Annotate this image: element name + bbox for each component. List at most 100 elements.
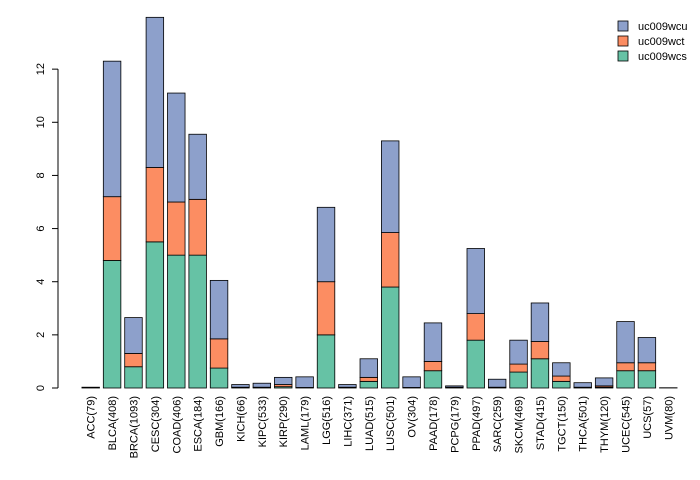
x-tick-label: TGCT(150) [556,396,568,452]
x-tick-label: OV(304) [407,396,419,438]
x-tick-label: LIHC(371) [342,396,354,447]
bar-uc009wcs [552,380,571,389]
bar-uc009wcu [381,140,400,233]
bar-uc009wcs [423,370,443,389]
x-tick-label: KIRP(290) [278,396,290,447]
x-tick-label: COAD(406) [171,396,183,453]
x-tick-label: UCEC(545) [621,396,633,453]
bar-uc009wcu [252,382,272,388]
x-tick-label: PAAD(178) [428,396,440,451]
x-tick-label: PPAD(497) [471,396,483,451]
bar-uc009wcu [530,302,550,342]
bar-uc009wcu [102,60,122,198]
legend-swatch [617,35,629,47]
bar-uc009wcu [359,358,378,378]
bar-uc009wcs [102,260,122,389]
bar-uc009wcu [552,362,571,377]
bar-uc009wct [381,232,400,288]
x-tick-label: ESCA(184) [193,396,205,452]
x-tick-label: CESC(304) [150,396,162,452]
legend-label: uc009wcu [638,21,688,33]
bar-uc009wcs [381,286,400,389]
x-tick-label: SKCM(469) [514,396,526,453]
legend-label: uc009wcs [638,51,687,63]
bar-uc009wcs [167,254,186,389]
bar-uc009wct [167,201,186,256]
bar-uc009wcu [573,382,592,388]
bar-uc009wcs [530,358,550,389]
bar-uc009wcu [231,384,250,388]
bar-uc009wcu [188,133,207,200]
bar-uc009wcu [423,322,443,362]
bar-uc009wct [423,361,443,372]
x-tick-label: THYM(120) [599,396,611,453]
bar-uc009wcs [637,370,657,389]
bar-uc009wcu [295,376,314,388]
bar-uc009wct [209,338,229,369]
bar-uc009wct [145,167,165,243]
bar-uc009wcs [124,366,143,389]
bar-uc009wcs [145,241,165,389]
x-tick-label: KIPC(533) [257,396,269,447]
y-tick-label: 0 [35,385,47,391]
bar-uc009wcu [274,376,293,385]
bar-uc009wcu [124,317,143,354]
legend-swatch [617,50,629,62]
x-tick-label: THCA(501) [578,396,590,452]
bar-uc009wct [102,196,122,261]
x-tick-label: GBM(166) [214,396,226,447]
bar-uc009wct [637,362,657,372]
x-tick-label: BLCA(408) [107,396,119,450]
x-tick-label: ACC(79) [86,396,98,439]
y-tick-label: 4 [35,279,47,285]
bar-uc009wct [552,375,571,382]
bar-uc009wct [316,281,336,336]
x-tick-label: SARC(259) [492,396,504,452]
y-tick-label: 12 [35,63,47,75]
bar-uc009wcs [616,370,635,389]
bar-uc009wcs [359,380,378,389]
y-tick-label: 2 [35,332,47,338]
legend-swatch [617,20,629,32]
bar-uc009wcu [487,378,507,388]
legend: uc009wcu uc009wct uc009wcs [617,20,688,63]
bar-uc009wcu [338,384,357,388]
bar-uc009wcs [316,334,336,389]
bar-uc009wcu [594,377,614,387]
bar-uc009wct [616,362,635,372]
y-axis: 0 2 4 6 8 10 12 [35,63,59,391]
x-tick-label: LAML(179) [300,396,312,450]
x-tick-label: PCPG(179) [449,396,461,453]
bar-uc009wcs [81,386,100,389]
x-tick-label: UCS(57) [642,396,654,439]
bar-uc009wcu [466,248,485,314]
x-tick-label: KICH(66) [235,396,247,442]
y-tick-label: 10 [35,116,47,128]
bar-uc009wcs [509,371,528,389]
bar-uc009wct [509,363,528,373]
bar-uc009wcu [445,385,464,388]
bar-uc009wct [359,376,378,382]
legend-label: uc009wct [638,36,684,48]
bar-uc009wcu [209,279,229,340]
bar-uc009wcu [167,92,186,203]
x-tick-label: UVM(80) [663,396,675,440]
x-tick-label: BRCA(1093) [128,396,140,458]
x-axis-labels: ACC(79) BLCA(408) BRCA(1093) CESC(304) COAD(… [86,396,676,458]
x-tick-label: STAD(415) [535,396,547,450]
bar-uc009wcs [466,339,485,389]
x-tick-label: LUAD(515) [364,396,376,451]
bar-uc009wcs [209,367,229,389]
y-tick-label: 6 [35,226,47,232]
bar-uc009wcu [145,16,165,168]
bar-uc009wcu [616,321,635,364]
bar-uc009wct [188,198,207,256]
x-tick-label: LGG(516) [321,396,333,445]
bar-uc009wcu [509,339,528,365]
y-tick-label: 8 [35,172,47,178]
bar-uc009wct [530,341,550,360]
bar-uc009wcu [637,337,657,364]
bar-uc009wct [466,313,485,341]
bar-uc009wcu [402,376,421,388]
